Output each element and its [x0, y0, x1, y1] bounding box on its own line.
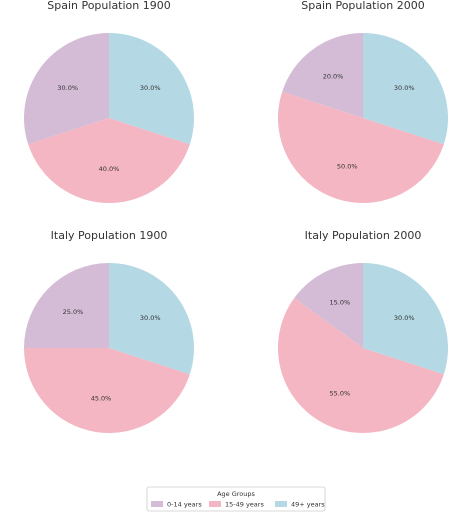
pie-slice: [294, 263, 363, 348]
value-label: 20.0%: [323, 73, 344, 81]
pie-slice: [24, 348, 190, 433]
pie-slice: [278, 298, 444, 433]
pie-slice: [24, 263, 109, 348]
pie-slice: [282, 33, 363, 118]
value-label: 30.0%: [394, 314, 415, 322]
pie-slice: [109, 263, 194, 375]
legend-label: 49+ years: [291, 501, 325, 509]
legend-swatch: [151, 501, 163, 507]
legend-label: 15-49 years: [225, 501, 264, 509]
pie-slice: [278, 91, 444, 203]
value-label: 40.0%: [99, 165, 120, 173]
pie-slice: [109, 33, 194, 145]
legend-swatch: [275, 501, 287, 507]
pie-slice: [363, 263, 449, 375]
value-label: 30.0%: [140, 84, 161, 92]
value-label: 45.0%: [91, 394, 112, 402]
legend-label: 0-14 years: [167, 501, 202, 509]
pie-slice: [28, 118, 190, 203]
pie-slice: [23, 33, 109, 145]
value-label: 55.0%: [330, 389, 351, 397]
value-label: 30.0%: [394, 84, 415, 92]
value-label: 25.0%: [63, 308, 84, 316]
value-label: 30.0%: [57, 84, 78, 92]
chart-title: Italy Population 2000: [305, 229, 422, 242]
chart-title: Spain Population 1900: [47, 0, 171, 12]
legend-swatch: [209, 501, 221, 507]
value-label: 15.0%: [330, 299, 351, 307]
value-label: 30.0%: [140, 314, 161, 322]
legend-title: Age Groups: [217, 490, 255, 498]
chart-title: Spain Population 2000: [301, 0, 425, 12]
pie-slice: [363, 33, 449, 145]
chart-title: Italy Population 1900: [51, 229, 168, 242]
value-label: 50.0%: [337, 163, 358, 171]
